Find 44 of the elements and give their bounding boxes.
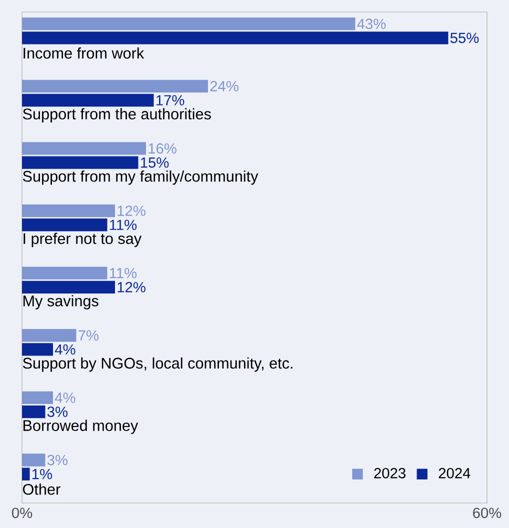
y-tick-label: My savings bbox=[24, 295, 98, 310]
bar bbox=[22, 343, 53, 356]
data-label: 4% bbox=[54, 344, 76, 355]
y-tick-label: Income from work bbox=[24, 47, 144, 59]
data-label: 15% bbox=[140, 157, 169, 168]
data-label: 16% bbox=[148, 143, 176, 154]
legend-label: 2024 bbox=[438, 468, 470, 478]
data-label: 12% bbox=[118, 282, 146, 292]
data-label: 11% bbox=[110, 268, 137, 278]
y-tick-label: Support by NGOs, local community, etc. bbox=[22, 357, 292, 372]
bar bbox=[22, 156, 138, 169]
bar bbox=[22, 405, 46, 418]
data-label: 24% bbox=[210, 81, 238, 92]
bar bbox=[22, 468, 30, 480]
data-label: 17% bbox=[156, 95, 184, 106]
y-tick-label: Support from my family/community bbox=[22, 170, 258, 185]
bar bbox=[22, 80, 208, 92]
data-label: 11% bbox=[110, 220, 137, 230]
bar bbox=[22, 142, 146, 155]
x-tick-label: 60% bbox=[473, 508, 502, 518]
y-tick-label: I prefer not to say bbox=[24, 232, 142, 248]
data-label: 7% bbox=[78, 330, 99, 341]
bar bbox=[22, 94, 154, 107]
x-tick-label: 0% bbox=[12, 508, 32, 518]
bar bbox=[22, 391, 53, 404]
bar bbox=[22, 266, 108, 280]
y-tick-label: Support from the authorities bbox=[22, 108, 211, 122]
bar bbox=[22, 454, 46, 466]
data-label: 43% bbox=[357, 18, 386, 30]
y-tick-label: Borrowed money bbox=[24, 420, 138, 434]
data-label: 55% bbox=[450, 32, 479, 44]
data-label: 12% bbox=[118, 206, 146, 216]
bar bbox=[22, 280, 115, 294]
bar bbox=[22, 32, 448, 44]
data-label: 3% bbox=[47, 454, 68, 466]
data-label: 4% bbox=[54, 392, 76, 403]
bar bbox=[22, 18, 356, 30]
legend-label: 2023 bbox=[374, 468, 406, 478]
bar bbox=[22, 329, 76, 342]
data-label: 3% bbox=[47, 406, 68, 417]
bar bbox=[22, 204, 115, 218]
data-label: 1% bbox=[32, 468, 52, 480]
bar bbox=[22, 218, 108, 232]
y-tick-label: Other bbox=[22, 484, 60, 495]
